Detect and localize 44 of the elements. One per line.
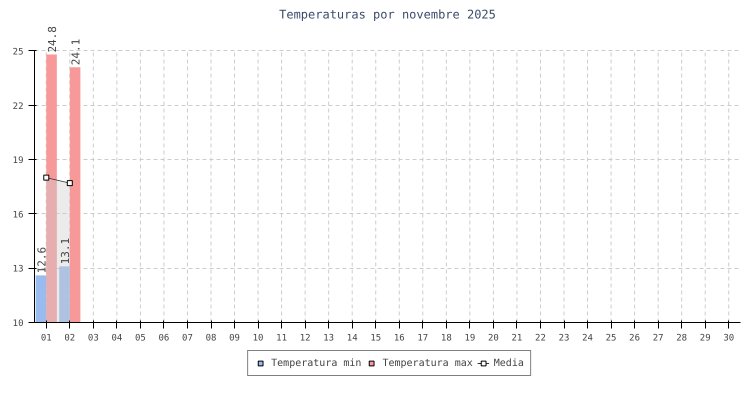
x-tick-label: 22	[535, 334, 546, 344]
x-tick-label: 21	[512, 334, 522, 344]
x-tick-label: 16	[394, 334, 405, 344]
x-tick-label: 04	[111, 334, 122, 344]
x-tick-label: 05	[134, 334, 146, 344]
y-tick-label: 10	[12, 319, 24, 329]
x-tick-label: 02	[64, 334, 76, 344]
x-tick-label: 01	[40, 334, 52, 344]
x-tick-label: 24	[582, 334, 593, 344]
x-tick-label: 26	[629, 334, 640, 344]
x-tick-label: 06	[158, 334, 170, 344]
text: 12.6	[35, 246, 48, 274]
x-tick-label: 07	[182, 334, 193, 344]
y-tick-label: 25	[12, 47, 24, 58]
text: 24.8	[46, 26, 60, 53]
x-tick-label: 15	[370, 334, 382, 344]
text: 13.1	[59, 238, 72, 264]
x-tick-label: 17	[417, 334, 428, 344]
x-tick-label: 29	[700, 334, 711, 344]
legend-label: Media	[494, 358, 524, 368]
y-tick-label: 16	[12, 210, 24, 220]
x-tick-label: 27	[652, 334, 664, 344]
x-tick-label: 18	[440, 334, 452, 344]
x-tick-label: 13	[323, 334, 334, 344]
legend-label: Temperatura min	[271, 358, 362, 368]
y-tick-label: 22	[12, 102, 24, 112]
x-tick-label: 12	[300, 334, 311, 344]
x-tick-label: 25	[606, 334, 616, 344]
x-tick-label: 09	[229, 334, 240, 344]
x-tick-label: 14	[346, 334, 358, 344]
y-tick-label: 13	[12, 264, 24, 275]
x-tick-label: 08	[206, 334, 216, 344]
x-tick-label: 10	[252, 334, 264, 344]
text: 24.1	[70, 38, 83, 66]
x-tick-label: 23	[558, 334, 570, 344]
x-tick-label: 20	[488, 334, 499, 344]
x-tick-label: 11	[276, 334, 288, 344]
y-tick-label: 19	[12, 156, 24, 166]
legend-label: Temperatura max	[382, 358, 473, 368]
x-tick-label: 28	[676, 334, 688, 344]
chart-title: Temperaturas por novembre 2025	[279, 8, 496, 22]
x-tick-label: 19	[464, 334, 476, 344]
x-tick-label: 03	[88, 334, 99, 344]
x-tick-label: 30	[723, 334, 734, 344]
